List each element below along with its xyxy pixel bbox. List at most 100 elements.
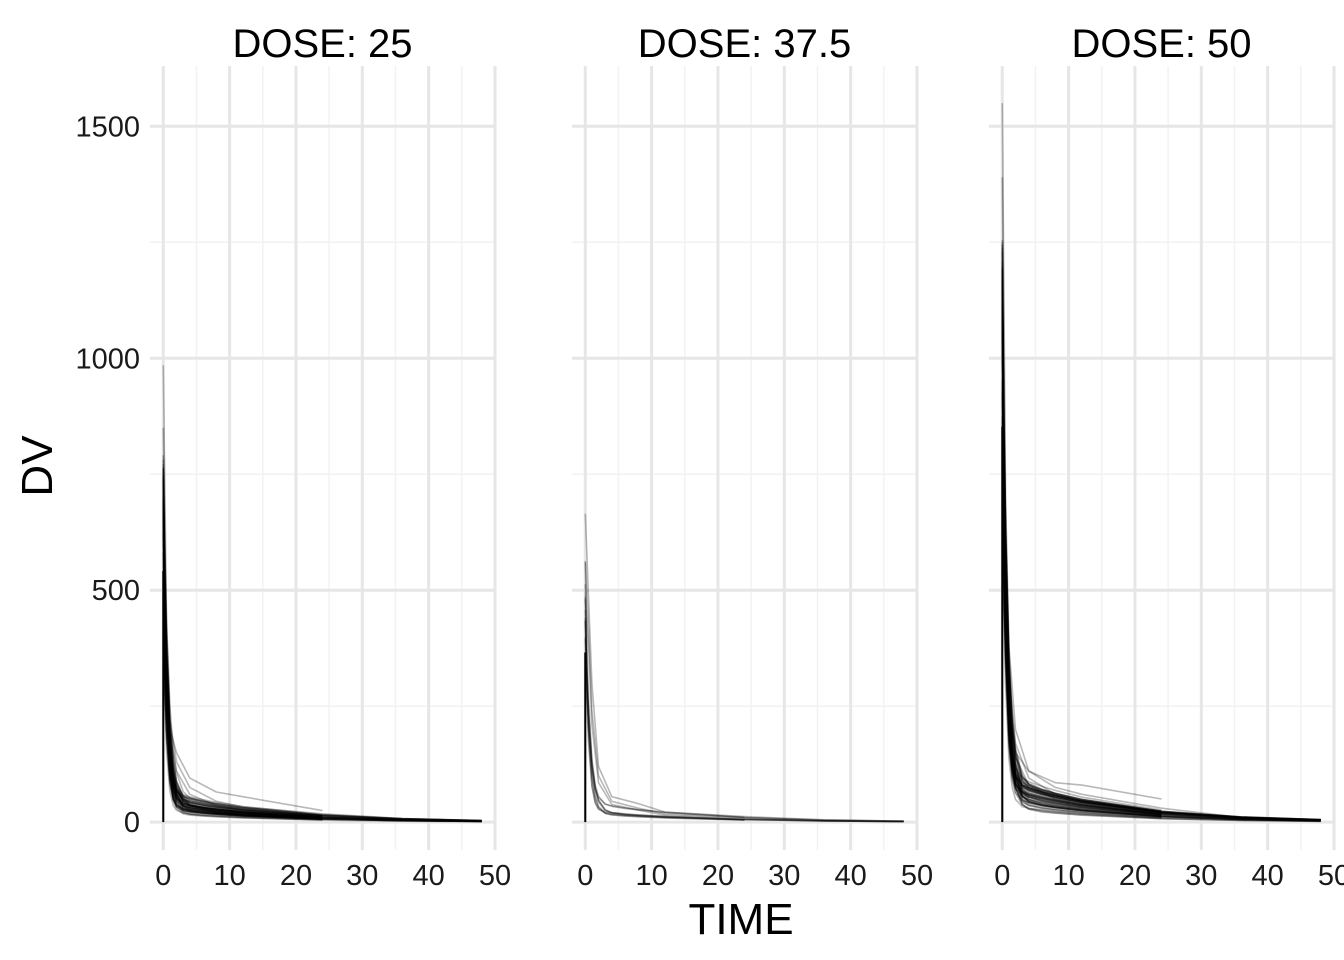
- subject-curve: [162, 519, 482, 822]
- subject-curve: [162, 427, 482, 822]
- subject-curve: [162, 552, 482, 822]
- subject-curve: [1001, 501, 1321, 822]
- subject-curve: [1001, 436, 1162, 816]
- subject-curve: [1001, 351, 1321, 821]
- x-axis-title: TIME: [688, 895, 793, 944]
- x-tick-label: 20: [702, 860, 734, 892]
- subject-curve: [1001, 381, 1321, 821]
- subject-curve: [162, 618, 482, 823]
- subject-curve: [162, 536, 323, 819]
- subject-curve: [1001, 502, 1162, 819]
- y-tick-label: 0: [124, 807, 140, 839]
- subject-curve: [162, 524, 482, 823]
- series-group: [1001, 103, 1321, 823]
- x-tick-label: 0: [155, 860, 171, 892]
- subject-curve: [584, 513, 904, 822]
- subject-curve: [1001, 387, 1162, 819]
- panel-title: DOSE: 37.5: [638, 22, 851, 66]
- subject-curve: [1001, 416, 1162, 817]
- subject-curve: [162, 619, 323, 820]
- subject-curve: [1001, 283, 1321, 821]
- subject-curve: [162, 497, 482, 822]
- subject-curve: [1001, 484, 1321, 823]
- subject-curve: [1001, 281, 1162, 812]
- subject-curve: [162, 623, 323, 821]
- subject-curve: [1001, 305, 1162, 813]
- subject-curve: [1001, 313, 1321, 822]
- subject-curve: [162, 470, 482, 822]
- subject-curve: [584, 638, 904, 823]
- subject-curve: [162, 532, 323, 819]
- subject-curve: [1001, 357, 1321, 821]
- subject-curve: [162, 500, 482, 823]
- subject-curve: [162, 475, 323, 818]
- subject-curve: [162, 600, 323, 820]
- x-tick-label: 30: [1185, 860, 1217, 892]
- subject-curve: [162, 497, 323, 812]
- y-tick-label: 1500: [75, 111, 140, 143]
- series-group: [584, 513, 904, 823]
- y-axis-title: DV: [13, 435, 62, 497]
- subject-curve: [1001, 280, 1321, 822]
- subject-curve: [162, 477, 323, 819]
- subject-curve: [1001, 510, 1162, 819]
- subject-curve: [1001, 401, 1162, 816]
- subject-curve: [1001, 495, 1321, 822]
- subject-curve: [1001, 239, 1162, 813]
- subject-curve: [1001, 334, 1321, 821]
- panel-title: DOSE: 50: [1071, 22, 1251, 66]
- subject-curve: [1001, 103, 1321, 822]
- subject-curve: [162, 491, 323, 819]
- subject-curve: [162, 521, 482, 822]
- subject-curve: [1001, 273, 1321, 822]
- subject-curve: [1001, 268, 1321, 821]
- subject-curve: [1001, 395, 1162, 815]
- subject-curve: [162, 600, 482, 823]
- subject-curve: [1001, 450, 1162, 800]
- subject-curve: [162, 622, 482, 823]
- subject-curve: [1001, 317, 1321, 821]
- subject-curve: [162, 463, 323, 817]
- subject-curve: [162, 558, 482, 823]
- subject-curve: [162, 480, 482, 822]
- subject-curve: [1001, 335, 1162, 815]
- subject-curve: [162, 502, 482, 822]
- subject-curve: [1001, 416, 1321, 822]
- subject-curve: [584, 599, 904, 823]
- subject-curve: [162, 531, 323, 820]
- subject-curve: [162, 590, 482, 823]
- subject-curve: [162, 481, 482, 822]
- x-tick-label: 50: [479, 860, 511, 892]
- subject-curve: [162, 468, 482, 822]
- subject-curve: [162, 512, 323, 820]
- subject-curve: [162, 474, 323, 818]
- x-tick-label: 0: [577, 860, 593, 892]
- subject-curve: [1001, 282, 1162, 812]
- subject-curve: [1001, 251, 1321, 821]
- subject-curve: [162, 551, 482, 823]
- subject-curve: [1001, 260, 1321, 821]
- subject-curve: [162, 515, 323, 817]
- x-tick-label: 10: [213, 860, 245, 892]
- panel-3: DOSE: 50 0 10 20 30 40 50: [989, 22, 1344, 892]
- y-tick-label: 500: [92, 575, 140, 607]
- x-tick-label: 0: [994, 860, 1010, 892]
- x-tick-label: 50: [901, 860, 933, 892]
- subject-curve: [584, 596, 745, 819]
- subject-curve: [584, 562, 904, 822]
- subject-curve: [162, 624, 323, 821]
- subject-curve: [162, 606, 323, 819]
- x-tick-label: 30: [346, 860, 378, 892]
- subject-curve: [1001, 420, 1321, 822]
- x-tick-label: 10: [635, 860, 667, 892]
- subject-curve: [162, 455, 323, 817]
- subject-curve: [1001, 308, 1321, 821]
- subject-curve: [162, 365, 482, 822]
- panel-2: DOSE: 37.5 0 10 20 30 40 50: [572, 22, 933, 892]
- subject-curve: [584, 620, 745, 821]
- subject-curve: [1001, 242, 1162, 816]
- subject-curve: [1001, 269, 1162, 813]
- series-group: [162, 365, 482, 823]
- x-tick-label: 20: [1119, 860, 1151, 892]
